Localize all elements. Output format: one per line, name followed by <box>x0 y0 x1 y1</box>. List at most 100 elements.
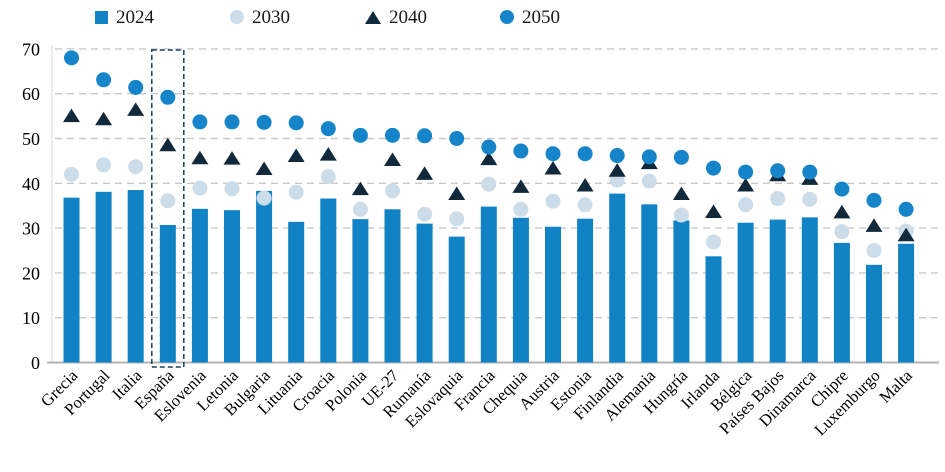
bar-2024 <box>577 218 594 363</box>
marker-2030 <box>320 169 336 185</box>
bar-2024 <box>224 210 240 363</box>
marker-2040 <box>416 166 434 180</box>
marker-2030 <box>160 193 176 209</box>
bar-2024 <box>769 219 786 363</box>
marker-2050 <box>738 164 754 180</box>
marker-2050 <box>128 79 144 95</box>
bar-2024 <box>512 217 529 363</box>
marker-2040 <box>833 204 851 219</box>
bar-2024 <box>641 204 658 363</box>
marker-2030 <box>866 243 882 258</box>
marker-2030 <box>449 211 465 227</box>
marker-2030 <box>545 193 561 209</box>
bar-2024 <box>384 209 401 363</box>
marker-2030 <box>64 166 79 182</box>
marker-2050 <box>834 181 850 197</box>
marker-2030 <box>738 197 754 213</box>
marker-2040 <box>897 227 915 242</box>
bar-2024 <box>705 256 722 363</box>
marker-2030 <box>192 180 208 196</box>
marker-2050 <box>256 114 272 130</box>
marker-2030 <box>577 197 593 213</box>
marker-2030 <box>417 206 433 222</box>
chart-legend: 2024 2030 2040 2050 <box>95 7 635 27</box>
circle-marker-icon <box>500 10 514 24</box>
marker-2040 <box>672 186 690 201</box>
marker-2050 <box>320 121 336 137</box>
bar-2024 <box>288 221 305 363</box>
bar-2024 <box>191 208 208 363</box>
marker-2040 <box>512 179 530 193</box>
marker-2050 <box>449 131 465 146</box>
marker-2030 <box>256 190 272 206</box>
marker-2040 <box>384 152 401 167</box>
marker-2050 <box>288 115 304 131</box>
y-tick-label: 70 <box>22 39 40 59</box>
bar-2024 <box>320 198 337 363</box>
marker-2050 <box>898 201 914 217</box>
legend-label-2030: 2030 <box>252 7 290 28</box>
marker-2040 <box>223 151 241 165</box>
bar-2024 <box>673 220 690 363</box>
marker-2050 <box>160 89 176 105</box>
y-tick-label: 60 <box>22 84 40 104</box>
bar-2024 <box>159 224 176 363</box>
marker-2030 <box>834 224 850 240</box>
y-tick-label: 50 <box>22 129 40 149</box>
y-tick-label: 20 <box>22 263 40 283</box>
bar-2024 <box>801 217 818 363</box>
marker-2030 <box>385 183 400 199</box>
marker-2040 <box>319 147 337 161</box>
legend-label-2040: 2040 <box>389 7 427 28</box>
marker-2050 <box>481 139 497 155</box>
marker-2050 <box>417 128 433 144</box>
marker-2050 <box>706 160 721 176</box>
marker-2040 <box>191 150 209 165</box>
marker-2040 <box>255 161 273 175</box>
marker-2050 <box>224 114 240 130</box>
marker-2030 <box>770 191 786 207</box>
x-category-label: Malta <box>875 365 916 406</box>
marker-2050 <box>545 146 561 162</box>
marker-2040 <box>544 161 562 175</box>
legend-label-2024: 2024 <box>116 7 154 28</box>
bar-2024 <box>737 222 754 363</box>
bar-2024 <box>127 190 144 363</box>
y-tick-label: 0 <box>31 353 40 373</box>
marker-2040 <box>127 102 145 116</box>
legend-item-2040: 2040 <box>365 7 500 27</box>
y-tick-label: 30 <box>22 219 40 239</box>
bar-2024 <box>833 242 850 363</box>
square-marker-icon <box>95 10 108 24</box>
marker-2040 <box>159 137 177 152</box>
highlight-box <box>151 49 185 368</box>
marker-2050 <box>866 192 882 208</box>
marker-2040 <box>865 218 883 232</box>
marker-2030 <box>224 181 240 197</box>
bar-2024 <box>545 226 561 363</box>
marker-2050 <box>673 149 689 165</box>
bar-2024 <box>416 223 433 363</box>
marker-2050 <box>577 146 593 162</box>
triangle-marker-icon <box>365 10 381 24</box>
marker-2040 <box>480 151 498 166</box>
legend-item-2050: 2050 <box>500 7 635 27</box>
marker-2050 <box>192 114 208 130</box>
bar-2024 <box>898 243 915 363</box>
marker-2050 <box>641 149 657 165</box>
marker-2040 <box>95 111 113 126</box>
bar-2024 <box>448 236 465 363</box>
legend-label-2050: 2050 <box>522 7 560 28</box>
marker-2040 <box>576 178 594 192</box>
legend-item-2024: 2024 <box>95 7 230 27</box>
marker-2030 <box>802 191 818 207</box>
y-tick-label: 40 <box>22 174 40 194</box>
bar-2024 <box>95 191 112 363</box>
marker-2030 <box>706 234 721 250</box>
marker-2040 <box>448 186 466 201</box>
marker-2050 <box>802 164 818 180</box>
circle-marker-icon <box>230 10 244 24</box>
marker-2050 <box>770 163 786 179</box>
